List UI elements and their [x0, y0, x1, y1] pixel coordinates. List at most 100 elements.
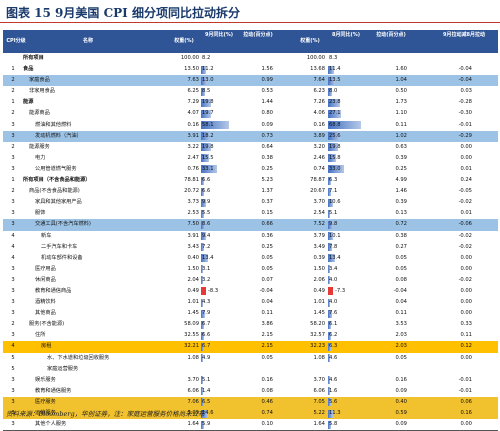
table-row: 3 电力 2.47 15.5 0.38 2.46 15.8 0.39 0.00 [3, 152, 498, 164]
row-level: 4 [11, 254, 15, 261]
row-yoy-aug: 6.1 [328, 319, 364, 330]
table-body: 所有项目 100.00 8.2 100.00 8.3 1 食品 13.50 11.2 1.56 13… [3, 53, 498, 431]
yoy-value: 13.4 [329, 254, 341, 261]
row-yoy-sep: 14.6 [201, 408, 237, 419]
row-yoy-sep: 58.1 [201, 120, 237, 131]
row-name: 教育和通信服务 [35, 387, 72, 394]
row-pull-aug: 0.11 [395, 310, 407, 317]
row-level: 2 [11, 188, 15, 195]
yoy-value: 13.5 [329, 77, 341, 84]
yoy-value: 25.6 [329, 132, 341, 139]
row-level: 3 [11, 287, 15, 294]
row-yoy-aug: 5.1 [328, 208, 364, 219]
row-weight-sep: 2.47 [187, 154, 199, 161]
yoy-value: -8.3 [208, 287, 219, 294]
row-pull-diff: -0.02 [458, 276, 472, 283]
row-pull-sep: 0.46 [261, 398, 273, 405]
row-yoy-aug: 11.3 [328, 408, 364, 419]
row-yoy-aug: 13.4 [328, 253, 364, 264]
row-pull-diff: 0.01 [460, 210, 472, 217]
row-name: 商品(不含食品和能源) [29, 188, 80, 195]
table-row: 3 公用管道燃气服务 0.76 33.1 0.25 0.74 33.0 0.25 0.01 [3, 163, 498, 176]
yoy-value: 6.6 [202, 177, 211, 184]
row-pull-aug: 1.46 [395, 188, 407, 195]
row-weight-aug: 3.70 [313, 199, 325, 206]
yoy-bar [201, 121, 230, 130]
yoy-bar [201, 309, 205, 318]
row-pull-sep: 0.05 [261, 254, 273, 261]
row-name: 运输服务 [35, 410, 56, 416]
row-pull-aug: 0.63 [395, 143, 407, 150]
row-weight-sep: 7.50 [187, 221, 199, 228]
row-yoy-aug: 8.3 [328, 53, 364, 64]
row-yoy-sep: 8.2 [201, 53, 237, 64]
row-level [3, 53, 23, 64]
row-yoy-aug: 15.8 [328, 153, 364, 164]
table-row: 3 燃油和其他燃料 0.16 58.1 0.09 0.16 68.8 0.11 -0.01 [3, 119, 498, 131]
row-yoy-aug: 6.2 [328, 330, 364, 341]
row-pull-sep: 1.37 [261, 188, 273, 195]
yoy-bar [201, 331, 205, 340]
row-pull-diff: -0.04 [458, 77, 472, 84]
row-pull-aug: 0.04 [395, 299, 407, 306]
yoy-value: 6.7 [202, 321, 211, 328]
yoy-value: 6.3 [329, 177, 338, 184]
row-name: 能源商品 [29, 110, 50, 117]
cpi-table: CPI分级 名称 权重(%) 9月同比(%) 拉动(百分点) 权重(%) 8月同… [3, 30, 498, 431]
row-level: 2 [11, 321, 15, 328]
row-level: 3 [11, 310, 15, 317]
table-row: 4 机动车部件和设备 0.40 13.4 0.05 0.39 13.4 0.05 0.00 [3, 252, 498, 264]
row-name: 机动车部件和设备 [41, 254, 83, 261]
row-yoy-sep: 18.2 [201, 131, 237, 142]
row-yoy-aug: 33.0 [328, 164, 364, 175]
table-row: 3 家具和其他家用产品 3.73 9.9 0.37 3.70 10.6 0.39 -0.02 [3, 197, 498, 209]
row-weight-aug: 4.06 [313, 110, 325, 117]
row-pull-aug: 0.05 [395, 254, 407, 261]
row-name: 家庭运营服务 [47, 365, 79, 372]
yoy-bar [328, 232, 333, 240]
row-pull-aug: 0.16 [395, 376, 407, 383]
row-pull-aug [373, 53, 407, 64]
yoy-bar [328, 243, 332, 252]
row-pull-aug: 1.02 [395, 132, 407, 139]
row-weight-sep: 6.06 [187, 387, 199, 394]
yoy-value: 10.6 [329, 199, 341, 206]
yoy-bar [201, 243, 205, 252]
table-row: 2 家庭食品 7.63 13.0 0.99 7.64 13.5 1.04 -0.04 [3, 75, 498, 87]
row-weight-sep: 2.53 [187, 210, 199, 217]
yoy-value: 8.0 [329, 88, 338, 95]
row-pull-diff: -0.02 [458, 199, 472, 206]
row-pull-aug [373, 364, 407, 375]
yoy-value: 19.7 [202, 110, 214, 117]
row-pull-sep: 2.15 [261, 343, 273, 350]
row-weight-aug: 6.06 [313, 387, 325, 394]
row-yoy-aug: 25.6 [328, 131, 364, 142]
row-weight-aug: 3.20 [313, 143, 325, 150]
yoy-value: 9.4 [202, 232, 211, 239]
yoy-value: 33.1 [202, 165, 214, 172]
yoy-value: 5.1 [329, 210, 338, 217]
row-pull-diff: 0.01 [460, 165, 472, 172]
yoy-bar [328, 65, 334, 74]
row-pull-diff: 0.11 [460, 332, 472, 339]
yoy-bar [201, 342, 205, 351]
row-pull-sep: 0.53 [261, 88, 273, 95]
row-yoy-aug: 4.6 [328, 353, 364, 364]
row-pull-sep: 0.15 [261, 210, 273, 217]
yoy-value: 3.4 [329, 265, 338, 272]
header-weight-aug: 权重(%) [300, 38, 320, 44]
table-row: 3 医疗用品 1.50 3.1 0.05 1.50 3.4 0.05 0.00 [3, 263, 498, 275]
yoy-bar [328, 154, 336, 163]
row-pull-aug: 2.03 [395, 343, 407, 350]
row-level: 1 [11, 177, 15, 184]
row-yoy-sep: 6.5 [201, 397, 237, 408]
row-pull-sep: 0.36 [261, 232, 273, 239]
row-name: 酒精饮料 [35, 299, 56, 306]
header-yoy-aug: 8月同比(%) [331, 32, 361, 38]
row-weight-aug: 7.05 [313, 398, 325, 405]
row-name: 二手汽车和卡车 [41, 243, 78, 250]
yoy-value: 19.8 [202, 99, 214, 106]
row-yoy-sep: 6.6 [201, 186, 237, 197]
yoy-bar [201, 98, 211, 107]
row-weight-sep: 7.06 [187, 398, 199, 405]
